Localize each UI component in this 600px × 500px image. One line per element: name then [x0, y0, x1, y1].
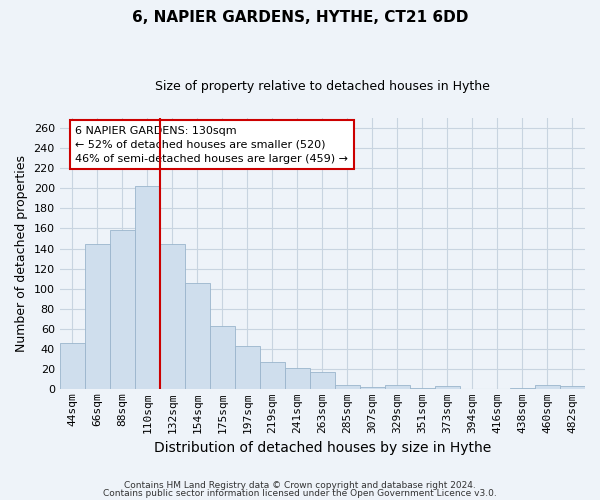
Bar	[435, 386, 460, 390]
Text: Contains public sector information licensed under the Open Government Licence v3: Contains public sector information licen…	[103, 488, 497, 498]
Bar	[185, 283, 210, 390]
Bar	[110, 230, 135, 390]
Bar	[285, 368, 310, 390]
X-axis label: Distribution of detached houses by size in Hythe: Distribution of detached houses by size …	[154, 441, 491, 455]
Bar	[535, 386, 560, 390]
Text: 6, NAPIER GARDENS, HYTHE, CT21 6DD: 6, NAPIER GARDENS, HYTHE, CT21 6DD	[132, 10, 468, 25]
Bar	[410, 388, 435, 390]
Bar	[85, 244, 110, 390]
Bar	[235, 346, 260, 390]
Bar	[560, 386, 585, 390]
Bar	[160, 244, 185, 390]
Bar	[335, 386, 360, 390]
Bar	[135, 186, 160, 390]
Bar	[510, 388, 535, 390]
Text: Contains HM Land Registry data © Crown copyright and database right 2024.: Contains HM Land Registry data © Crown c…	[124, 481, 476, 490]
Bar	[59, 343, 85, 390]
Bar	[385, 386, 410, 390]
Bar	[210, 326, 235, 390]
Y-axis label: Number of detached properties: Number of detached properties	[15, 155, 28, 352]
Bar	[260, 362, 285, 390]
Bar	[310, 372, 335, 390]
Text: 6 NAPIER GARDENS: 130sqm
← 52% of detached houses are smaller (520)
46% of semi-: 6 NAPIER GARDENS: 130sqm ← 52% of detach…	[76, 126, 349, 164]
Title: Size of property relative to detached houses in Hythe: Size of property relative to detached ho…	[155, 80, 490, 93]
Bar	[360, 388, 385, 390]
